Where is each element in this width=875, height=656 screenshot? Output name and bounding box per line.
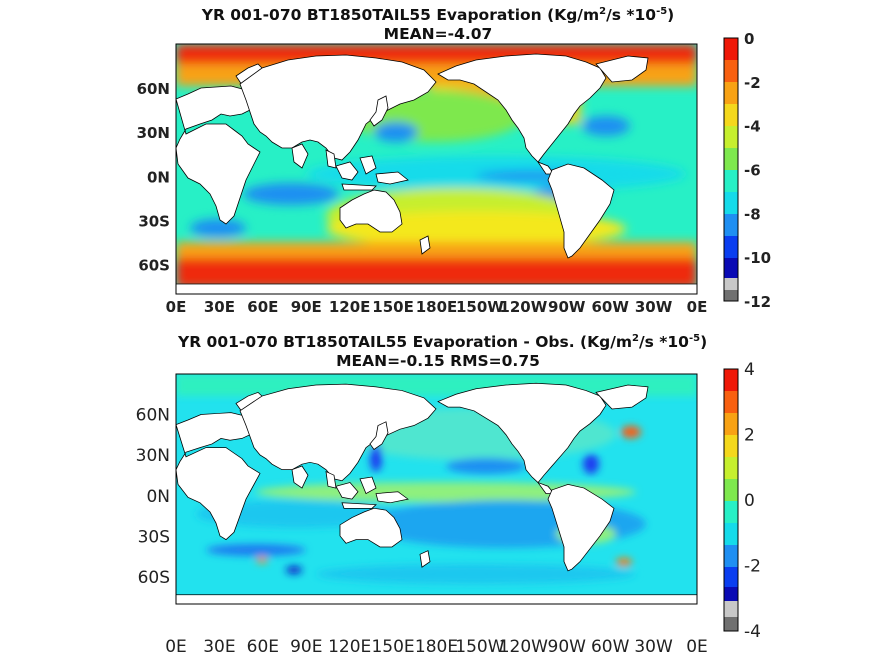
colorbar-tick-label: -12 [744, 293, 771, 311]
map1-colorbar [723, 37, 739, 302]
map1-title-mid: /s *10 [606, 6, 657, 25]
x-tick-label: 60W [591, 298, 629, 316]
x-tick-label: 0E [686, 637, 708, 656]
colorbar-tick-label: -4 [744, 622, 761, 642]
map2-colorbar-labels: 4 2 0 -2 -4 [744, 360, 761, 642]
x-tick-label: 120W [499, 637, 548, 656]
x-tick-label: 150W [455, 637, 504, 656]
x-tick-label: 30W [634, 637, 673, 656]
x-tick-label: 30W [635, 298, 673, 316]
x-tick-label: 60E [247, 298, 278, 316]
x-tick-label: 90W [548, 637, 587, 656]
y-tick-label: 0N [147, 168, 170, 186]
map2-plot-area [176, 374, 697, 604]
colorbar-tick-label: -6 [744, 162, 761, 180]
x-tick-label: 180E [416, 298, 458, 316]
x-tick-label: 30E [204, 298, 235, 316]
x-tick-label: 150W [456, 298, 504, 316]
map1-subtitle: MEAN=-4.07 [383, 25, 493, 44]
y-tick-label: 60S [138, 568, 170, 588]
colorbar-tick-label: -4 [744, 118, 761, 136]
map1-colorbar-labels: 0 -2 -4 -6 -8 -10 -12 [744, 30, 771, 311]
map1-plot-area [176, 44, 697, 294]
x-tick-label: 150E [371, 637, 414, 656]
map2-frame [175, 373, 698, 605]
colorbar-tick-label: -8 [744, 205, 761, 223]
map2-title: YR 001-070 BT1850TAIL55 Evaporation - Ob… [178, 329, 707, 371]
y-tick-label: 30S [138, 527, 170, 547]
x-tick-label: 30E [203, 637, 235, 656]
map2-colorbar [723, 368, 739, 632]
y-tick-label: 60N [136, 406, 170, 426]
x-tick-label: 120E [328, 637, 371, 656]
x-tick-label: 90W [548, 298, 586, 316]
x-tick-label: 90E [291, 298, 322, 316]
y-tick-label: 60N [137, 80, 170, 98]
y-tick-label: 30N [137, 124, 170, 142]
x-tick-label: 60W [591, 637, 630, 656]
map1-title-main: YR 001-070 BT1850TAIL55 Evaporation (Kg/… [201, 6, 600, 25]
y-tick-label: 30S [138, 212, 170, 230]
map1-title-sup1: 2 [599, 6, 607, 17]
y-tick-label: 60S [138, 257, 170, 275]
map2-title-main: YR 001-070 BT1850TAIL55 Evaporation - Ob… [178, 333, 633, 352]
x-tick-label: 60E [247, 637, 279, 656]
map2-title-sup1: 2 [632, 333, 639, 344]
x-tick-label: 120W [499, 298, 547, 316]
map1-title: YR 001-070 BT1850TAIL55 Evaporation (Kg/… [178, 2, 698, 44]
colorbar-tick-label: 0 [744, 491, 755, 511]
map2-title-mid: /s *10 [638, 333, 689, 352]
colorbar-tick-label: -2 [744, 557, 761, 577]
x-tick-label: 120E [329, 298, 371, 316]
y-tick-label: 30N [136, 446, 170, 466]
colorbar-tick-label: -2 [744, 74, 761, 92]
map1-title-end: ) [667, 6, 675, 25]
y-tick-label: 0N [146, 487, 170, 507]
colorbar-tick-label: -10 [744, 249, 771, 267]
colorbar-tick-label: 2 [744, 426, 755, 446]
x-tick-label: 0E [166, 298, 187, 316]
x-tick-label: 180E [415, 637, 458, 656]
colorbar-tick-label: 4 [744, 360, 755, 380]
map1-title-sup2: -5 [656, 6, 668, 17]
map2-title-sup2: -5 [688, 333, 701, 344]
map1-frame [175, 43, 698, 295]
x-tick-label: 0E [165, 637, 187, 656]
x-tick-label: 150E [372, 298, 414, 316]
x-tick-label: 0E [687, 298, 708, 316]
colorbar-tick-label: 0 [744, 30, 754, 48]
map2-subtitle: MEAN=-0.15 RMS=0.75 [336, 352, 540, 371]
map2-title-end: ) [700, 333, 708, 352]
x-tick-label: 90E [290, 637, 322, 656]
